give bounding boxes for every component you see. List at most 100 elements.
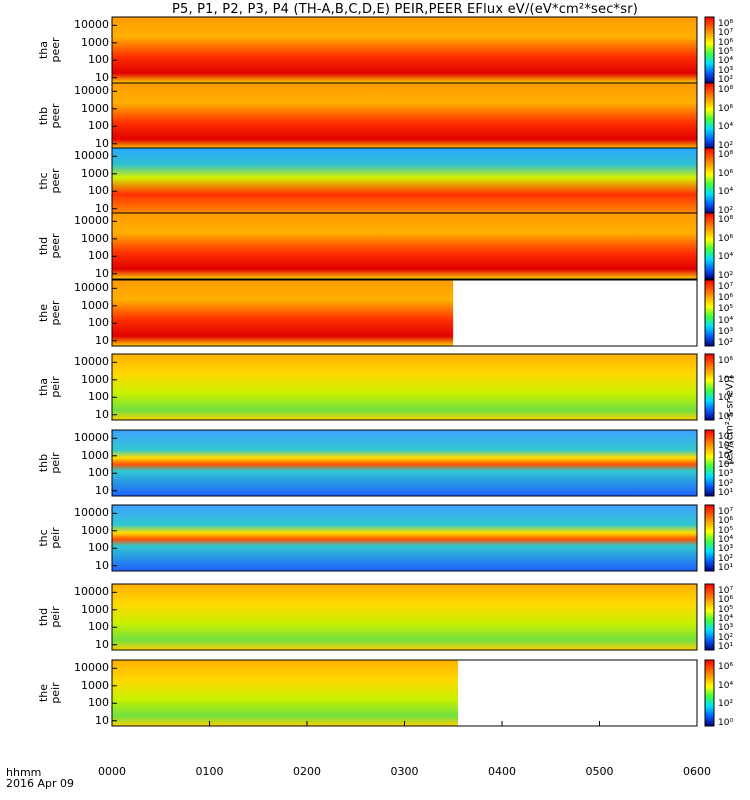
y-tick-label: 1000 xyxy=(81,678,109,692)
panel-2-colorbar xyxy=(704,82,715,150)
panel-label: thb peer xyxy=(37,96,62,136)
panel-4-frame xyxy=(111,212,698,280)
colorbar-tick-label: 10⁵ xyxy=(718,604,734,615)
y-tick-label: 10 xyxy=(95,637,109,651)
colorbar-tick-label: 10² xyxy=(718,553,734,564)
y-tick-label: 100 xyxy=(88,696,109,710)
colorbar-tick-label: 10⁶ xyxy=(718,356,734,366)
y-tick-label: 1000 xyxy=(81,372,109,386)
panel-10-nodata xyxy=(458,660,697,726)
panel-9-spectrogram xyxy=(112,584,697,650)
y-tick-label: 10 xyxy=(95,407,109,421)
colorbar-tick-label: 10⁴ xyxy=(718,535,734,545)
colorbar-tick-label: 10¹ xyxy=(718,563,734,573)
y-tick-label: 10 xyxy=(95,483,109,497)
colorbar-tick-label: 10³ xyxy=(718,326,734,337)
x-axis-label: hhmm xyxy=(6,766,42,779)
panel-product: peir xyxy=(49,606,62,628)
colorbar-tick-label: 10⁸ xyxy=(718,85,734,95)
colorbar-tick-label: 10⁶ xyxy=(718,293,734,304)
colorbar-tick-label: 10² xyxy=(718,271,734,281)
colorbar-tick-label: 10⁴ xyxy=(718,187,734,198)
panel-label: tha peir xyxy=(37,367,62,407)
colorbar-tick-label: 10³ xyxy=(718,623,734,634)
panel-6-spectrogram xyxy=(112,354,697,420)
panel-product: peer xyxy=(49,168,62,194)
colorbar-tick-label: 10⁵ xyxy=(718,304,734,315)
y-tick-label: 100 xyxy=(88,119,109,133)
panel-2-spectrogram xyxy=(112,83,697,149)
colorbar-tick-label: 10⁴ xyxy=(718,252,734,263)
colorbar-tick-label: 10⁸ xyxy=(718,150,734,160)
panel-8-frame xyxy=(111,504,698,572)
x-tick-label: 0600 xyxy=(683,765,711,778)
y-tick-label: 100 xyxy=(88,541,109,555)
panel-label: thc peer xyxy=(37,161,62,201)
panel-1-colorbar xyxy=(704,16,715,84)
panel-product: peir xyxy=(49,452,62,474)
panel-label: thd peer xyxy=(37,226,62,266)
panel-label: thc peir xyxy=(37,518,62,558)
panel-label: thb peir xyxy=(37,443,62,483)
y-tick-label: 1000 xyxy=(81,448,109,462)
panel-product: peir xyxy=(49,527,62,549)
y-tick-label: 10000 xyxy=(74,84,109,98)
x-tick-label: 0000 xyxy=(98,765,126,778)
y-tick-label: 1000 xyxy=(81,602,109,616)
colorbar-tick-label: 10⁴ xyxy=(718,460,734,470)
panel-label: the peir xyxy=(37,673,62,713)
y-tick-label: 10 xyxy=(95,70,109,84)
panel-7-spectrogram xyxy=(112,430,697,496)
colorbar-tick-label: 10⁶ xyxy=(718,103,734,114)
panel-8-colorbar xyxy=(704,504,715,572)
colorbar-tick-label: 10² xyxy=(718,206,734,216)
chart-title: P5, P1, P2, P3, P4 (TH-A,B,C,D,E) PEIR,P… xyxy=(171,2,639,17)
colorbar-tick-label: 10² xyxy=(718,393,734,404)
panel-9-frame xyxy=(111,583,698,651)
panel-4-spectrogram xyxy=(112,213,697,279)
colorbar-tick-label: 10⁰ xyxy=(718,412,734,422)
y-tick-label: 10000 xyxy=(74,431,109,445)
panel-product: peer xyxy=(49,233,62,259)
colorbar-tick-label: 10² xyxy=(718,699,734,710)
colorbar-tick-label: 10⁴ xyxy=(718,614,734,624)
colorbar-tick-label: 10⁶ xyxy=(718,595,734,606)
colorbar-tick-label: 10² xyxy=(718,478,734,489)
colorbar-tick-label: 10⁸ xyxy=(718,19,734,29)
y-tick-label: 1000 xyxy=(81,166,109,180)
y-tick-label: 100 xyxy=(88,620,109,634)
y-tick-label: 10000 xyxy=(74,506,109,520)
y-tick-label: 10000 xyxy=(74,661,109,675)
panel-product: peir xyxy=(49,376,62,398)
x-tick-label: 0200 xyxy=(293,765,321,778)
colorbar-tick-label: 10⁴ xyxy=(718,374,734,385)
y-tick-label: 10000 xyxy=(74,214,109,228)
colorbar-tick-label: 10⁰ xyxy=(718,718,734,728)
panel-5-spectrogram xyxy=(112,280,454,346)
colorbar-tick-label: 10² xyxy=(718,338,734,348)
panel-6-colorbar xyxy=(704,353,715,421)
colorbar-tick-label: 10² xyxy=(718,75,734,85)
panel-4-colorbar xyxy=(704,212,715,280)
y-tick-label: 10 xyxy=(95,333,109,347)
colorbar-tick-label: 10⁷ xyxy=(718,507,734,517)
x-tick-label: 0500 xyxy=(585,765,614,778)
y-tick-label: 1000 xyxy=(81,523,109,537)
panel-product: peer xyxy=(49,300,62,326)
x-tick-label: 0400 xyxy=(488,765,516,778)
colorbar-tick-label: 10¹ xyxy=(718,488,734,498)
colorbar-tick-label: 10⁴ xyxy=(718,680,734,691)
y-tick-label: 10 xyxy=(95,558,109,572)
panel-product: peir xyxy=(49,682,62,704)
y-tick-label: 10 xyxy=(95,266,109,280)
y-tick-label: 100 xyxy=(88,184,109,198)
x-tick-label: 0300 xyxy=(390,765,419,778)
panel-1-spectrogram xyxy=(112,17,697,83)
y-tick-label: 100 xyxy=(88,466,109,480)
colorbar-tick-label: 10² xyxy=(718,632,734,643)
colorbar-tick-label: 10⁷ xyxy=(718,586,734,596)
colorbar-tick-label: 10¹ xyxy=(718,642,734,652)
colorbar-tick-label: 10² xyxy=(718,141,734,151)
panel-label: the peer xyxy=(37,293,62,333)
